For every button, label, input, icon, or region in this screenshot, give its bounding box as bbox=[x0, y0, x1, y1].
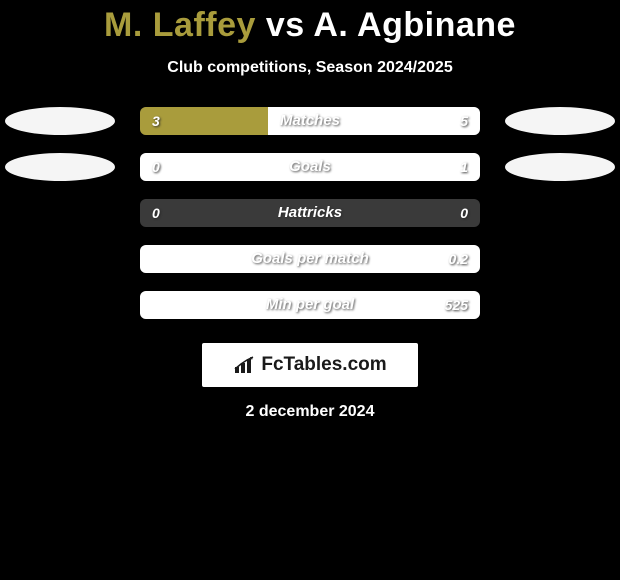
stat-bar: 0.2Goals per match bbox=[140, 245, 480, 273]
player1-value: 0 bbox=[152, 153, 160, 181]
stat-row: 0.2Goals per match bbox=[0, 245, 620, 273]
comparison-infographic: M. Laffey vs A. Agbinane Club competitio… bbox=[0, 0, 620, 580]
fctables-chart-icon bbox=[233, 355, 257, 375]
player2-value: 5 bbox=[460, 107, 468, 135]
subtitle: Club competitions, Season 2024/2025 bbox=[0, 59, 620, 77]
stat-label: Hattricks bbox=[140, 199, 480, 227]
player2-bar-fill bbox=[140, 291, 480, 319]
vs-separator: vs bbox=[266, 6, 305, 44]
player2-bar-fill bbox=[140, 153, 480, 181]
player2-bar-fill bbox=[268, 107, 481, 135]
player1-ellipse bbox=[5, 153, 115, 181]
player2-value: 0.2 bbox=[449, 245, 468, 273]
stat-bar: 01Goals bbox=[140, 153, 480, 181]
player2-ellipse bbox=[505, 107, 615, 135]
player1-name: M. Laffey bbox=[104, 6, 256, 44]
player1-value: 0 bbox=[152, 199, 160, 227]
stat-row: 35Matches bbox=[0, 107, 620, 135]
player2-ellipse bbox=[505, 153, 615, 181]
fctables-logo: FcTables.com bbox=[202, 343, 418, 387]
player2-value: 1 bbox=[460, 153, 468, 181]
stat-row: 01Goals bbox=[0, 153, 620, 181]
fctables-logo-text: FcTables.com bbox=[261, 354, 386, 376]
page-title: M. Laffey vs A. Agbinane bbox=[0, 0, 620, 45]
stat-rows: 35Matches01Goals00Hattricks0.2Goals per … bbox=[0, 107, 620, 319]
player2-bar-fill bbox=[140, 245, 480, 273]
stat-bar: 525Min per goal bbox=[140, 291, 480, 319]
stat-row: 525Min per goal bbox=[0, 291, 620, 319]
player1-ellipse bbox=[5, 107, 115, 135]
player1-value: 3 bbox=[152, 107, 160, 135]
player2-name: A. Agbinane bbox=[313, 6, 516, 44]
player2-value: 525 bbox=[445, 291, 468, 319]
date-label: 2 december 2024 bbox=[0, 403, 620, 421]
stat-bar: 0 0Hattricks bbox=[140, 199, 480, 227]
stat-row: 0 0Hattricks bbox=[0, 199, 620, 227]
player2-value: 0 bbox=[460, 199, 468, 227]
stat-bar: 35Matches bbox=[140, 107, 480, 135]
